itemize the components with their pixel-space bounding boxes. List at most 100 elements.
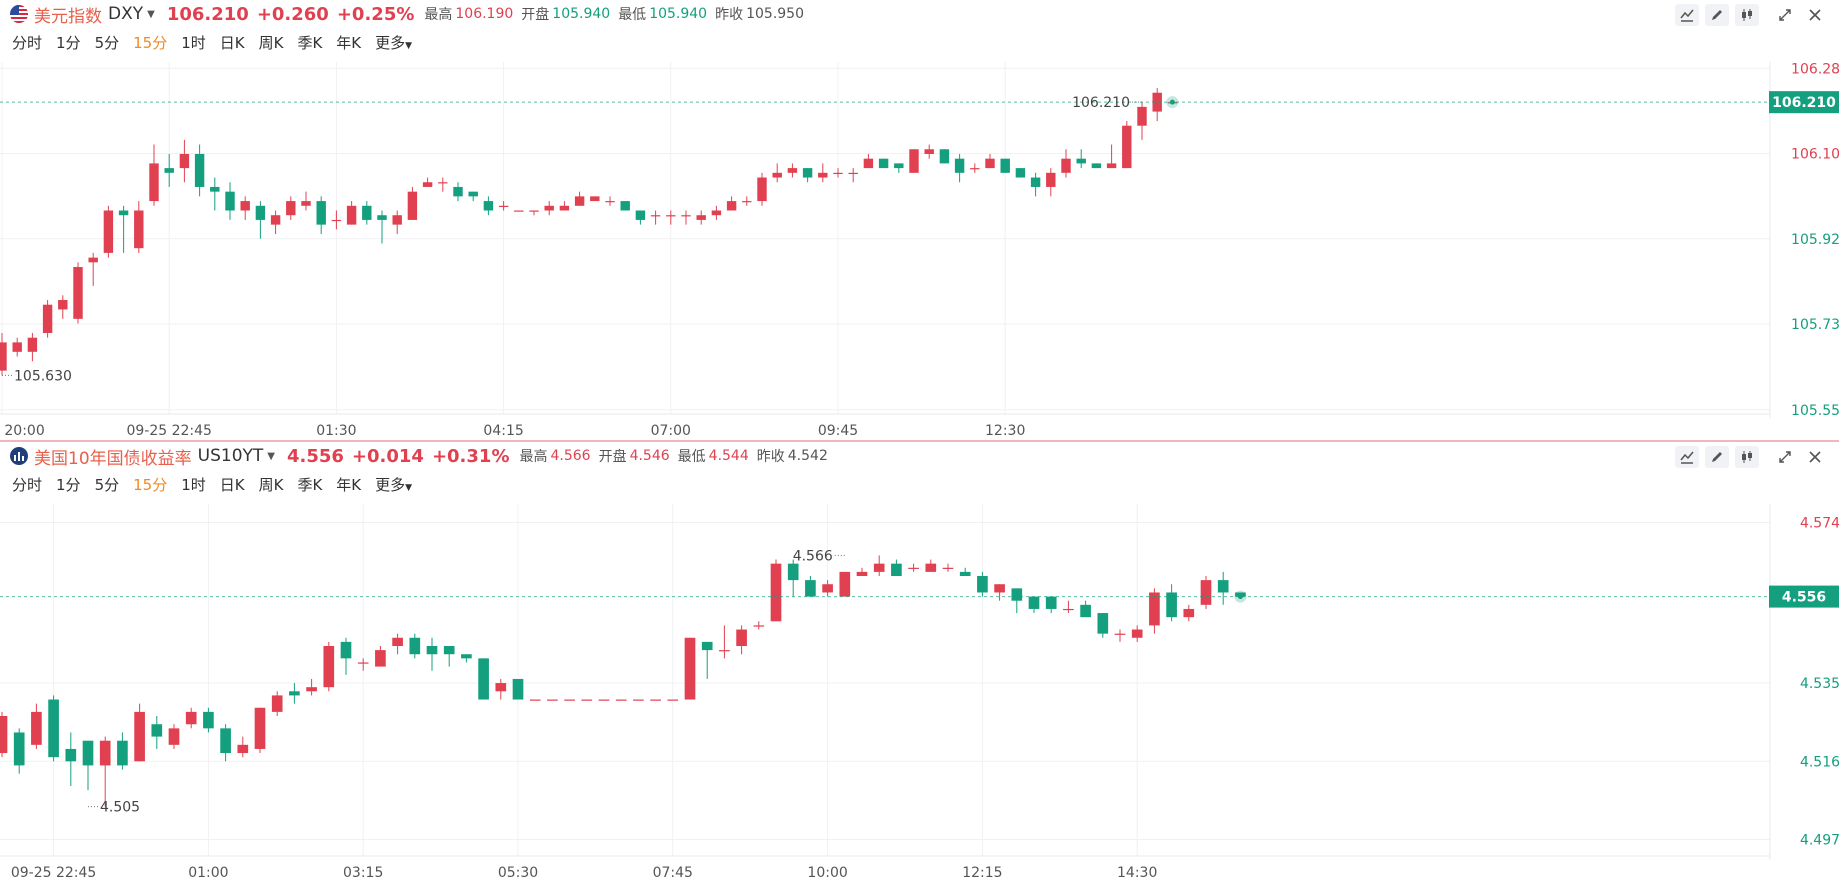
candle-type-icon[interactable] (1735, 4, 1759, 26)
stat-open-label: 开盘 (598, 449, 627, 465)
tab-quarterly[interactable]: 季K (297, 476, 323, 494)
tab-1hour[interactable]: 1时 (181, 34, 206, 52)
tab-1min[interactable]: 1分 (56, 476, 81, 494)
dxy-chart-panel: 美元指数 DXY ▼ 106.210 +0.260 +0.25% 最高 106.… (0, 0, 1839, 440)
candle-body (377, 215, 387, 220)
symbol-dropdown-icon[interactable]: ▼ (147, 8, 155, 20)
tab-5min[interactable]: 5分 (94, 476, 120, 494)
tab-weekly[interactable]: 周K (258, 34, 284, 52)
tab-daily[interactable]: 日K (219, 34, 245, 52)
tab-time-share[interactable]: 分时 (12, 476, 43, 494)
candle-body (924, 149, 934, 154)
candle-body (117, 740, 128, 766)
symbol-dropdown-icon[interactable]: ▼ (267, 450, 275, 462)
candle-body (164, 168, 174, 173)
candlestick-plot[interactable]: 4.574 4.535 4.516 4.497 09-25 22:45 01:00 03:1… (0, 504, 1839, 882)
candle-body (635, 210, 646, 220)
tab-weekly[interactable]: 周K (258, 476, 284, 494)
candle-body (0, 342, 7, 371)
candle-body (684, 637, 696, 700)
current-price-label: 4.556 (1782, 590, 1826, 606)
candlestick-plot[interactable]: 106.282 106.101 105.920 105.739 105.557 09-25… (0, 62, 1839, 440)
candle-body (894, 163, 904, 169)
instrument-name[interactable]: 美国10年国债收益率 (34, 448, 192, 469)
tab-more-label: 更多 (375, 34, 406, 52)
stat-high-label: 最高 (519, 449, 548, 465)
tab-more[interactable]: 更多▼ (375, 474, 412, 495)
candle-body (598, 699, 610, 701)
candle-body (909, 149, 919, 173)
candle-body (375, 650, 386, 667)
candle-body (1097, 613, 1109, 634)
tab-1hour[interactable]: 1时 (181, 476, 206, 494)
candle-body (203, 711, 214, 729)
candle-body (994, 584, 1005, 593)
candle-body (559, 205, 570, 211)
candle-body (1063, 608, 1074, 611)
candle-body (667, 699, 679, 701)
fullscreen-icon[interactable] (1773, 4, 1797, 26)
candle-body (306, 687, 317, 692)
candle-body (719, 650, 730, 652)
tab-5min[interactable]: 5分 (94, 34, 120, 52)
x-tick-label: 09-25 22:45 (126, 423, 211, 439)
tab-15min[interactable]: 15分 (133, 34, 168, 52)
candle-body (970, 168, 980, 170)
draw-pen-icon[interactable] (1705, 446, 1729, 468)
x-tick-label: 05:30 (498, 865, 538, 881)
instrument-symbol[interactable]: US10YT (197, 446, 264, 466)
tab-time-share[interactable]: 分时 (12, 34, 43, 52)
y-tick-label: 4.574 (1800, 515, 1839, 531)
bond-yield-icon (10, 447, 28, 465)
tab-15min[interactable]: 15分 (133, 476, 168, 494)
candle-body (151, 724, 163, 737)
candle-body (340, 641, 352, 659)
candle-body (1122, 125, 1132, 169)
candle-body (88, 257, 98, 263)
tab-1min[interactable]: 1分 (56, 34, 81, 52)
chart-toolbar (1669, 446, 1827, 468)
candle-body (225, 191, 235, 211)
candle-body (954, 158, 965, 173)
candle-body (118, 210, 129, 216)
x-tick-label: 07:45 (653, 865, 693, 881)
stat-low-value: 105.940 (649, 6, 708, 22)
candle-body (407, 191, 418, 220)
last-point-dot (1237, 594, 1243, 600)
stat-open-value: 4.546 (629, 448, 670, 464)
tab-yearly[interactable]: 年K (336, 34, 362, 52)
candle-body (590, 196, 600, 202)
close-icon[interactable] (1803, 446, 1827, 468)
tab-more-label: 更多 (375, 476, 406, 494)
candle-body (650, 699, 661, 701)
candle-body (179, 153, 190, 169)
stat-prevclose-label: 昨收 (756, 449, 785, 465)
tab-daily[interactable]: 日K (219, 476, 245, 494)
tab-yearly[interactable]: 年K (336, 476, 362, 494)
indicator-icon[interactable] (1675, 4, 1699, 26)
tab-more[interactable]: 更多▼ (375, 32, 412, 53)
candle-body (1183, 608, 1195, 618)
candle-body (848, 172, 858, 175)
indicator-icon[interactable] (1675, 446, 1699, 468)
candle-type-icon[interactable] (1735, 446, 1759, 468)
x-tick-label: 04:15 (483, 423, 523, 439)
candle-body (103, 210, 114, 253)
candle-body (58, 300, 68, 310)
draw-pen-icon[interactable] (1705, 4, 1729, 26)
candle-body (742, 201, 752, 203)
candle-body (255, 205, 266, 220)
fullscreen-icon[interactable] (1773, 446, 1797, 468)
close-icon[interactable] (1803, 4, 1827, 26)
last-price: 4.556 (286, 445, 344, 467)
y-tick-label: 4.497 (1800, 833, 1839, 849)
tab-quarterly[interactable]: 季K (297, 34, 323, 52)
instrument-symbol[interactable]: DXY (108, 4, 144, 24)
candle-body (574, 196, 585, 206)
candle-body (149, 163, 159, 202)
candle-body (787, 168, 798, 173)
instrument-name[interactable]: 美元指数 (34, 6, 102, 27)
candle-body (478, 658, 489, 700)
panel-divider[interactable] (0, 440, 1839, 442)
candle-body (13, 732, 25, 766)
